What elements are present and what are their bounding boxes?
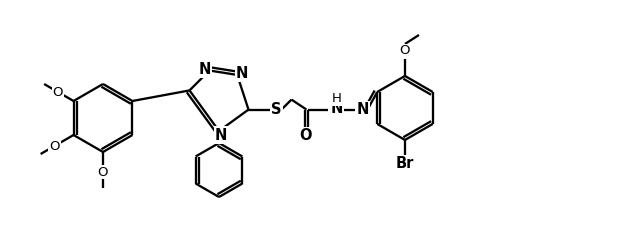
Text: O: O [400, 45, 410, 57]
Text: N: N [356, 102, 369, 117]
Text: N: N [236, 66, 248, 82]
Text: O: O [49, 140, 60, 152]
Text: O: O [52, 86, 63, 99]
Text: O: O [300, 128, 312, 143]
Text: N: N [215, 128, 227, 142]
Text: N: N [330, 101, 342, 116]
Text: Br: Br [396, 156, 414, 171]
Text: S: S [271, 102, 282, 117]
Text: N: N [198, 62, 211, 77]
Text: O: O [98, 165, 108, 178]
Text: H: H [332, 92, 341, 105]
